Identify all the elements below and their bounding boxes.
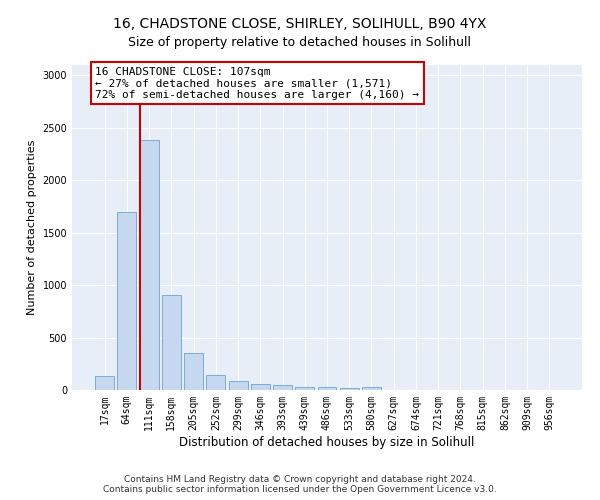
Bar [140,140,158,390]
Bar [340,388,359,390]
Bar [184,354,203,390]
Text: 16, CHADSTONE CLOSE, SHIRLEY, SOLIHULL, B90 4YX: 16, CHADSTONE CLOSE, SHIRLEY, SOLIHULL, … [113,18,487,32]
Bar [206,376,225,390]
Bar [362,387,381,390]
Bar [118,212,136,390]
Bar [273,386,292,390]
X-axis label: Distribution of detached houses by size in Solihull: Distribution of detached houses by size … [179,436,475,448]
Bar [251,384,270,390]
Bar [295,387,314,390]
Text: Size of property relative to detached houses in Solihull: Size of property relative to detached ho… [128,36,472,49]
Bar [229,381,248,390]
Text: 16 CHADSTONE CLOSE: 107sqm
← 27% of detached houses are smaller (1,571)
72% of s: 16 CHADSTONE CLOSE: 107sqm ← 27% of deta… [95,66,419,100]
Text: Contains HM Land Registry data © Crown copyright and database right 2024.
Contai: Contains HM Land Registry data © Crown c… [103,474,497,494]
Y-axis label: Number of detached properties: Number of detached properties [27,140,37,315]
Bar [162,294,181,390]
Bar [95,376,114,390]
Bar [317,388,337,390]
